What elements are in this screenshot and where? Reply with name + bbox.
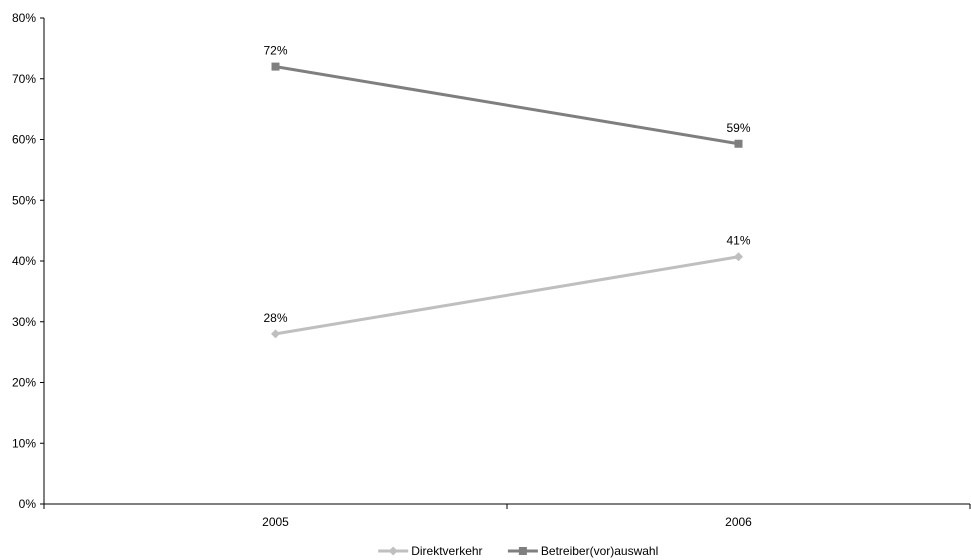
series-line-direktverkehr [275, 255, 739, 336]
series-layer [271, 62, 743, 339]
legend: Direktverkehr Betreiber(vor)auswahl [378, 544, 658, 558]
y-tick-label: 80% [12, 11, 36, 25]
data-point-betreiber-vor-auswahl [271, 62, 280, 71]
y-tick-label: 40% [12, 254, 36, 268]
legend-label-direktverkehr: Direktverkehr [411, 544, 482, 558]
data-point-betreiber-vor-auswahl [734, 139, 743, 148]
data-label-direktverkehr: 41% [726, 234, 750, 248]
data-labels: 28% 41% 72% 59% [263, 44, 750, 325]
series-line-betreiber-vor-auswahl [275, 65, 739, 146]
legend-marker-betreiber-vor-auswahl [518, 547, 527, 555]
axes: 0% 10% 20% 30% 40% 50% 60% 70% 80% 2005 2006 [12, 11, 971, 529]
x-tick-label: 2005 [262, 515, 289, 529]
data-point-direktverkehr [734, 252, 743, 262]
y-tick-label: 10% [12, 436, 36, 450]
y-tick-label: 70% [12, 72, 36, 86]
data-label-betreiber-vor-auswahl: 59% [726, 121, 750, 135]
y-tick-label: 30% [12, 315, 36, 329]
y-tick-label: 20% [12, 376, 36, 390]
x-tick-label: 2006 [725, 515, 752, 529]
data-label-betreiber-vor-auswahl: 72% [263, 44, 287, 58]
data-point-direktverkehr [271, 329, 280, 339]
y-tick-label: 50% [12, 193, 36, 207]
y-tick-label: 60% [12, 133, 36, 147]
y-tick-label: 0% [19, 497, 37, 511]
data-label-direktverkehr: 28% [263, 311, 287, 325]
legend-label-betreiber-vor-auswahl: Betreiber(vor)auswahl [541, 544, 658, 558]
legend-marker-direktverkehr [388, 546, 398, 556]
